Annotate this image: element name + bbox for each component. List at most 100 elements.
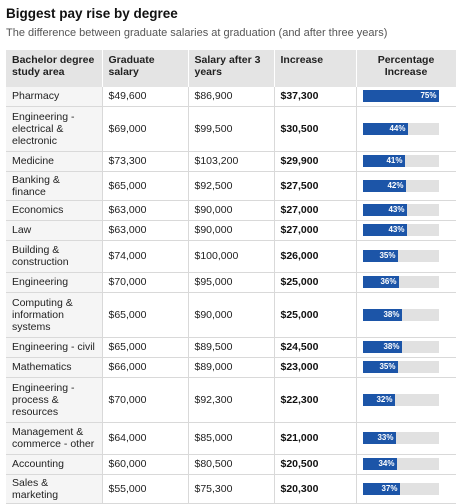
cell-increase: $20,500 [274, 454, 357, 475]
percentage-label: 33% [377, 433, 394, 442]
cell-graduate-salary: $63,000 [102, 200, 189, 221]
cell-percentage-increase: 34% [356, 454, 456, 475]
cell-salary-after-3-years: $103,200 [188, 151, 275, 172]
cell-salary-after-3-years: $92,300 [188, 377, 275, 423]
percentage-label: 34% [378, 459, 395, 468]
column-header-increase: Increase [274, 50, 357, 87]
cell-salary-after-3-years: $85,000 [188, 422, 275, 455]
column-header-graduate-salary: Graduate salary [102, 50, 189, 87]
cell-study-area: Engineering - process & resources [6, 377, 103, 423]
percentage-bar-track: 43% [362, 224, 439, 236]
column-header-salary-after-3-years: Salary after 3 years [188, 50, 275, 87]
cell-salary-after-3-years: $100,000 [188, 240, 275, 273]
cell-percentage-increase: 33% [356, 422, 456, 455]
percentage-label: 38% [383, 309, 400, 319]
cell-salary-after-3-years: $90,000 [188, 220, 275, 241]
cell-percentage-increase: 43% [356, 200, 456, 221]
cell-increase: $20,300 [274, 474, 357, 504]
column-header-study-area: Bachelor degree study area [6, 50, 103, 87]
cell-graduate-salary: $63,000 [102, 220, 189, 241]
percentage-bar-track: 32% [362, 393, 439, 406]
column-header-percentage-increase: Percentage Increase [356, 50, 457, 87]
percentage-bar: 42% [362, 179, 406, 192]
cell-salary-after-3-years: $86,900 [188, 87, 275, 107]
cell-graduate-salary: $60,000 [102, 454, 189, 475]
table-row: Economics $63,000 $90,000 $27,000 43% [6, 200, 456, 221]
cell-increase: $24,500 [274, 337, 357, 358]
cell-graduate-salary: $73,300 [102, 151, 189, 172]
percentage-bar: 35% [362, 250, 398, 262]
cell-percentage-increase: 38% [356, 337, 456, 358]
cell-salary-after-3-years: $95,000 [188, 272, 275, 293]
cell-increase: $25,000 [274, 292, 357, 338]
table-row: Law $63,000 $90,000 $27,000 43% [6, 220, 456, 241]
cell-study-area: Sales & marketing [6, 474, 103, 504]
cell-study-area: Medicine [6, 151, 103, 172]
cell-percentage-increase: 43% [356, 220, 456, 241]
table-row: Medicine $73,300 $103,200 $29,900 41% [6, 151, 456, 172]
cell-graduate-salary: $55,000 [102, 474, 189, 504]
cell-graduate-salary: $65,000 [102, 292, 189, 338]
table-row: Sales & marketing $55,000 $75,300 $20,300 37… [6, 474, 456, 504]
cell-salary-after-3-years: $92,500 [188, 171, 275, 201]
cell-salary-after-3-years: $89,000 [188, 357, 275, 378]
cell-graduate-salary: $64,000 [102, 422, 189, 455]
cell-percentage-increase: 41% [356, 151, 456, 172]
cell-percentage-increase: 35% [356, 240, 456, 273]
table-row: Engineering - civil $65,000 $89,500 $24,500… [6, 337, 456, 358]
cell-percentage-increase: 38% [356, 292, 456, 338]
cell-study-area: Engineering [6, 272, 103, 293]
cell-increase: $26,000 [274, 240, 357, 273]
cell-study-area: Engineering - civil [6, 337, 103, 358]
cell-percentage-increase: 37% [356, 474, 456, 504]
cell-increase: $27,000 [274, 200, 357, 221]
cell-study-area: Accounting [6, 454, 103, 475]
percentage-label: 42% [387, 180, 404, 190]
table-row: Pharmacy $49,600 $86,900 $37,300 75% [6, 87, 456, 107]
table-row: Computing & information systems $65,000 $9… [6, 292, 456, 338]
cell-increase: $23,000 [274, 357, 357, 378]
cell-study-area: Engineering - electrical & electronic [6, 106, 103, 152]
table-row: Engineering - electrical & electronic $69… [6, 106, 456, 152]
cell-salary-after-3-years: $75,300 [188, 474, 275, 504]
percentage-label: 43% [388, 225, 405, 234]
page-subtitle: The difference between graduate salaries… [6, 27, 388, 39]
cell-increase: $27,500 [274, 171, 357, 201]
cell-salary-after-3-years: $89,500 [188, 337, 275, 358]
table-row: Accounting $60,000 $80,500 $20,500 34% [6, 454, 456, 475]
table-header-row: Bachelor degree study area Graduate sala… [6, 50, 457, 87]
cell-percentage-increase: 75% [356, 87, 456, 107]
percentage-bar: 43% [362, 204, 407, 216]
table-body: Pharmacy $49,600 $86,900 $37,300 75% Engineer… [6, 87, 456, 504]
percentage-label: 41% [386, 156, 403, 165]
salary-table: Bachelor degree study area Graduate sala… [6, 50, 457, 504]
percentage-bar-track: 75% [362, 90, 439, 103]
percentage-bar: 34% [362, 458, 397, 470]
cell-graduate-salary: $49,600 [102, 87, 189, 107]
percentage-bar: 35% [362, 361, 398, 373]
percentage-bar: 38% [362, 308, 402, 321]
percentage-bar: 41% [362, 155, 405, 167]
percentage-bar-track: 37% [362, 482, 439, 495]
percentage-bar-track: 35% [362, 361, 439, 373]
percentage-bar-track: 38% [362, 341, 439, 353]
percentage-label: 43% [388, 205, 405, 214]
percentage-bar-track: 38% [362, 308, 439, 321]
cell-increase: $22,300 [274, 377, 357, 423]
percentage-bar-track: 43% [362, 204, 439, 216]
percentage-label: 35% [379, 251, 396, 260]
cell-graduate-salary: $70,000 [102, 272, 189, 293]
cell-graduate-salary: $70,000 [102, 377, 189, 423]
percentage-bar-track: 34% [362, 458, 439, 470]
percentage-label: 44% [389, 123, 406, 133]
cell-graduate-salary: $65,000 [102, 171, 189, 201]
percentage-bar-track: 44% [362, 122, 439, 135]
percentage-label: 75% [420, 91, 437, 101]
percentage-label: 36% [380, 277, 397, 286]
cell-graduate-salary: $65,000 [102, 337, 189, 358]
percentage-bar: 44% [362, 122, 408, 135]
cell-salary-after-3-years: $90,000 [188, 292, 275, 338]
cell-percentage-increase: 32% [356, 377, 456, 423]
percentage-label: 32% [376, 394, 393, 404]
cell-increase: $29,900 [274, 151, 357, 172]
